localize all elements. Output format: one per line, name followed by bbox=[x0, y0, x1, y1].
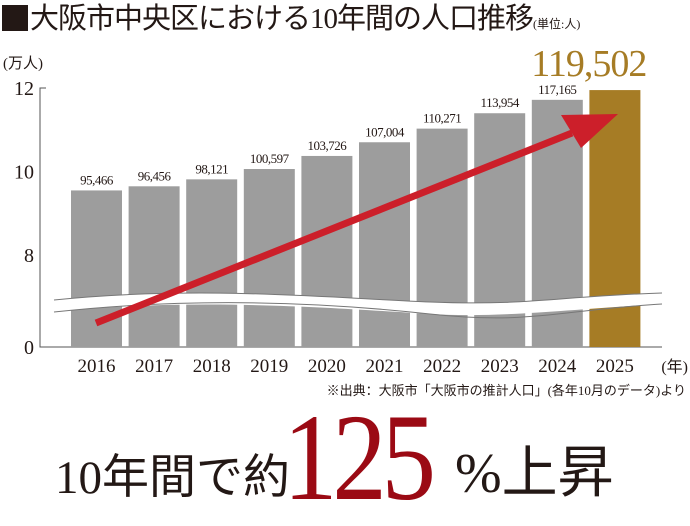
x-axis-label: (年) bbox=[661, 358, 688, 376]
trend-arrow-head bbox=[561, 114, 618, 148]
source-note: ※出典：大阪市「大阪市の推計人口」(各年10月のデータ)より bbox=[326, 383, 686, 398]
bar-chart: 0 8 10 12 (万人) 95,466 2016 96,456 2017 98,121 2018… bbox=[3, 43, 688, 377]
y-tick-label: 10 bbox=[14, 162, 34, 184]
x-tick-label: 2024 bbox=[538, 356, 577, 377]
value-label-2019: 100,597 bbox=[250, 151, 290, 166]
bar-2021 bbox=[359, 142, 410, 347]
axis-break-band bbox=[54, 292, 662, 316]
value-label-2022: 110,271 bbox=[423, 111, 461, 126]
headline-prefix: 10年間で約 bbox=[55, 452, 290, 504]
headline-suffix: %上昇 bbox=[455, 443, 614, 505]
y-tick-label: 0 bbox=[24, 337, 34, 359]
y-axis-label: (万人) bbox=[3, 55, 43, 72]
title-text: 大阪市中央区における10年間の人口推移 bbox=[30, 3, 534, 35]
chart-title: 大阪市中央区における10年間の人口推移(単位:人) bbox=[2, 2, 580, 41]
value-label-2021: 107,004 bbox=[365, 124, 405, 139]
title-unit: (単位:人) bbox=[533, 17, 581, 31]
bar-2018 bbox=[186, 179, 238, 347]
x-tick-label: 2025 bbox=[596, 356, 634, 377]
value-label-2020: 103,726 bbox=[308, 138, 348, 153]
x-tick-label: 2021 bbox=[366, 356, 404, 377]
title-square-icon bbox=[2, 5, 28, 31]
x-tick-label: 2022 bbox=[423, 356, 461, 377]
y-tick-label: 12 bbox=[14, 78, 34, 100]
value-label-2023: 113,954 bbox=[481, 95, 520, 110]
x-tick-label: 2018 bbox=[193, 356, 231, 377]
y-tick-label: 8 bbox=[24, 245, 34, 267]
x-tick-label: 2017 bbox=[135, 356, 173, 377]
x-tick-label: 2020 bbox=[308, 356, 346, 377]
axis-break-line-bottom bbox=[53, 302, 663, 319]
value-label-2017: 96,456 bbox=[138, 168, 172, 183]
value-label-2025: 119,502 bbox=[531, 43, 646, 85]
value-label-2024: 117,165 bbox=[538, 82, 576, 97]
x-tick-label: 2016 bbox=[78, 356, 116, 377]
trend-arrow-shaft bbox=[94, 129, 574, 327]
x-tick-label: 2019 bbox=[250, 356, 288, 377]
x-tick-label: 2023 bbox=[481, 356, 519, 377]
bar-2017 bbox=[128, 186, 180, 347]
headline-number: 125 bbox=[283, 389, 436, 526]
bar-2020 bbox=[301, 155, 353, 347]
value-label-2018: 98,121 bbox=[195, 161, 228, 176]
value-label-2016: 95,466 bbox=[80, 172, 114, 187]
